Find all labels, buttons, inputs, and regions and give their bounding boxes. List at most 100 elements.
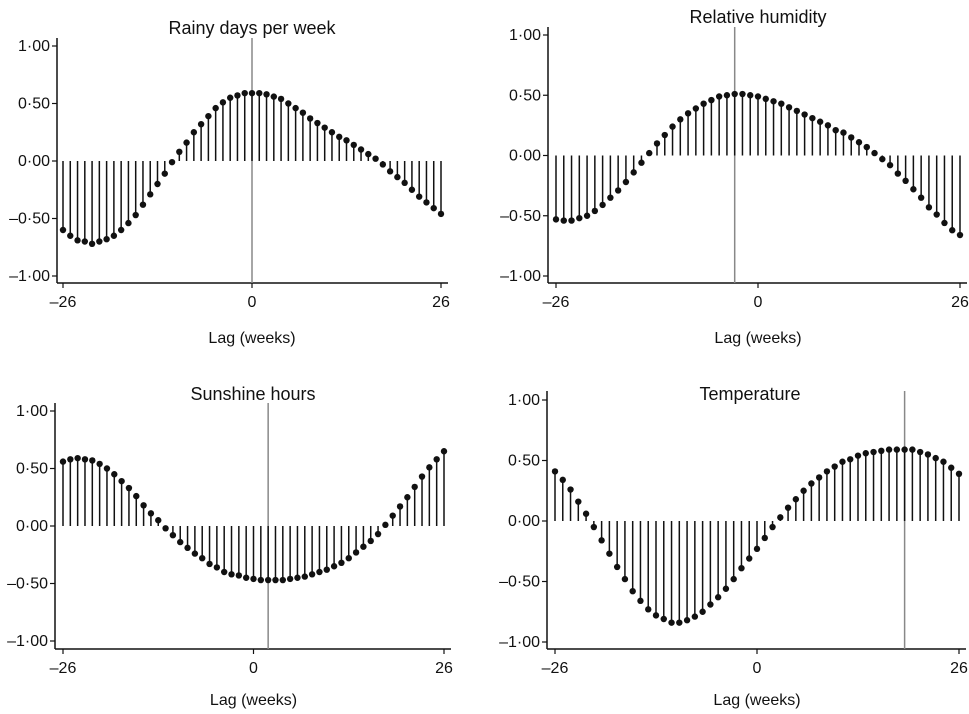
stem-point bbox=[824, 122, 832, 129]
stem-point bbox=[637, 597, 644, 605]
stem-point bbox=[154, 180, 161, 188]
stem-point bbox=[784, 504, 792, 511]
y-tick-label: 1·00 bbox=[18, 38, 50, 55]
stem-point bbox=[190, 129, 198, 136]
stem-point bbox=[81, 456, 89, 463]
x-axis-label: Lag (weeks) bbox=[208, 330, 295, 347]
stem-point bbox=[885, 446, 893, 453]
stem-point bbox=[568, 217, 575, 224]
stem-point bbox=[316, 568, 323, 576]
stem-point bbox=[177, 538, 184, 546]
panel-3: Sunshine hours 1·00 0·50 0·00 –0·50 –1·00–26 0… bbox=[7, 384, 453, 709]
stem-point bbox=[607, 194, 614, 201]
stem-point bbox=[816, 118, 824, 125]
stem-point bbox=[103, 236, 110, 243]
stem-point bbox=[714, 594, 722, 601]
stem-point bbox=[220, 568, 228, 576]
stem-point bbox=[832, 126, 839, 134]
stem-point bbox=[676, 619, 683, 626]
stem-point bbox=[336, 133, 343, 141]
stem-point bbox=[613, 563, 621, 571]
stem-point bbox=[147, 191, 154, 198]
stem-point bbox=[308, 571, 316, 578]
y-tick-label: 0·00 bbox=[18, 153, 50, 170]
stem-point bbox=[328, 129, 336, 136]
stem-point bbox=[299, 109, 307, 116]
panel-1: Rainy days per week 1·00 0·50 0·00 –0·50 –1·0… bbox=[9, 18, 450, 347]
stem-point bbox=[125, 484, 133, 492]
stem-point bbox=[74, 454, 81, 462]
x-axis-label: Lag (weeks) bbox=[713, 692, 800, 709]
stem-point bbox=[606, 550, 613, 557]
stem-point bbox=[801, 111, 808, 118]
stem-point bbox=[396, 503, 404, 510]
stem-point bbox=[125, 219, 132, 227]
stem-point bbox=[668, 619, 675, 626]
stem-point bbox=[894, 170, 902, 177]
x-tick-label: 26 bbox=[432, 294, 450, 311]
x-tick-label: –26 bbox=[542, 660, 569, 677]
stem-point bbox=[870, 448, 877, 456]
stem-point bbox=[924, 451, 932, 458]
stem-point bbox=[747, 92, 754, 99]
stem-point bbox=[770, 98, 777, 105]
stem-point bbox=[800, 487, 807, 494]
stem-point bbox=[778, 100, 785, 107]
stem-point bbox=[692, 105, 700, 112]
stem-point bbox=[139, 201, 147, 208]
stem-point bbox=[630, 169, 637, 176]
panel-title: Temperature bbox=[699, 384, 800, 404]
y-tick-label: –0·50 bbox=[9, 211, 50, 228]
stem-point bbox=[323, 566, 330, 573]
x-tick-label: –26 bbox=[50, 294, 77, 311]
stem-point bbox=[901, 446, 908, 453]
stem-point bbox=[661, 131, 668, 139]
stem-point bbox=[433, 456, 440, 463]
x-tick-label: 0 bbox=[753, 660, 762, 677]
stem-point bbox=[242, 574, 250, 581]
stem-point bbox=[418, 473, 426, 480]
stem-point bbox=[567, 486, 574, 493]
stem-point bbox=[699, 608, 706, 615]
stem-point bbox=[343, 137, 350, 144]
y-tick-label: 0·50 bbox=[18, 96, 50, 113]
stem-point bbox=[88, 240, 96, 247]
stem-point bbox=[621, 575, 629, 583]
y-tick-label: 0·50 bbox=[16, 461, 48, 478]
stem-point bbox=[404, 494, 411, 501]
stem-point bbox=[191, 550, 199, 557]
stem-point bbox=[321, 124, 328, 131]
stem-point bbox=[669, 123, 676, 130]
stem-point bbox=[241, 89, 248, 97]
stem-point bbox=[792, 496, 800, 503]
stem-point bbox=[614, 187, 622, 194]
stem-point bbox=[212, 104, 219, 112]
stem-point bbox=[660, 615, 667, 623]
stem-point bbox=[941, 219, 948, 227]
stem-point bbox=[74, 237, 81, 244]
stem-point bbox=[103, 465, 111, 472]
stem-point bbox=[161, 170, 168, 177]
stem-point bbox=[277, 95, 285, 103]
stem-point bbox=[847, 456, 854, 463]
stem-point bbox=[691, 613, 699, 620]
stem-point bbox=[256, 89, 263, 97]
stem-point bbox=[301, 573, 308, 580]
stem-point bbox=[367, 537, 374, 545]
stem-point bbox=[723, 92, 731, 99]
x-tick-label: 26 bbox=[435, 660, 453, 677]
stem-point bbox=[155, 517, 162, 524]
y-tick-label: –1·00 bbox=[499, 634, 540, 651]
stem-point bbox=[739, 90, 746, 98]
stem-point bbox=[272, 576, 279, 584]
stem-point bbox=[199, 555, 206, 562]
stem-point bbox=[219, 99, 227, 106]
stem-point bbox=[360, 543, 367, 550]
stem-point bbox=[162, 525, 169, 532]
stem-point bbox=[292, 104, 299, 112]
y-tick-label: –0·50 bbox=[7, 576, 48, 593]
x-tick-label: 0 bbox=[754, 294, 763, 311]
stem-point bbox=[270, 93, 278, 100]
stem-point bbox=[815, 474, 823, 481]
stem-point bbox=[89, 457, 96, 464]
